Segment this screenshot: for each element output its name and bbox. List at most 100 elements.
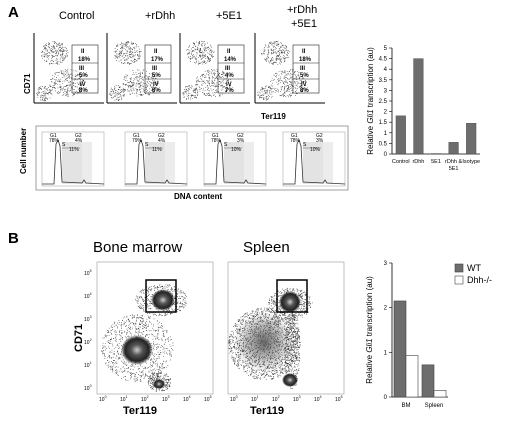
gate-percent: 4% — [225, 73, 234, 79]
tick-exponent: 0 — [105, 395, 107, 399]
population-density — [279, 291, 301, 313]
x-axis-label-dna-content: DNA content — [174, 192, 222, 201]
s-phase-region — [145, 142, 165, 184]
phase-label-g1: G1 — [133, 133, 140, 139]
y-axis-label-cd71-b: CD71 — [73, 324, 85, 352]
plot-frame — [96, 261, 214, 395]
y-tick-label: 0 — [384, 152, 388, 158]
category-label: Isotype — [462, 159, 480, 165]
scatter-events — [40, 40, 69, 65]
y-tick-label: 1 — [384, 131, 388, 137]
gate-name: III — [225, 66, 230, 72]
bar — [433, 389, 447, 398]
y-tick-label: 104 — [84, 292, 92, 300]
population-density — [234, 312, 294, 372]
panel-label-b: B — [8, 230, 19, 247]
gate-percent: 7% — [225, 88, 234, 94]
tick-exponent: 5 — [210, 395, 212, 399]
y-tick-label: 100 — [84, 384, 92, 392]
y-tick-label: 5 — [384, 46, 388, 52]
scatter-events — [109, 84, 125, 102]
phase-percent-s: 11% — [152, 147, 162, 153]
gate-percent: 14% — [224, 57, 237, 63]
tick-exponent: 1 — [257, 395, 259, 399]
x-tick-label: 100 — [99, 395, 107, 403]
population-density — [121, 335, 153, 365]
gate-percent: 8% — [152, 88, 161, 94]
tick-exponent: 3 — [168, 395, 170, 399]
panel-label-a: A — [8, 4, 19, 21]
gate-name: IV — [226, 82, 232, 88]
condition-title: +rDhh — [287, 4, 317, 16]
y-tick-label: 105 — [84, 269, 92, 277]
y-tick-label: 3 — [384, 88, 388, 94]
gate-box — [145, 279, 177, 313]
y-tick-label: 2.5 — [379, 99, 388, 105]
y-tick-label: 3 — [384, 261, 388, 267]
s-phase-region — [62, 142, 82, 184]
gate-name: II — [154, 49, 158, 55]
condition-titles: Control +rDhh +5E1 +rDhh +5E1 — [59, 4, 317, 30]
population-density — [151, 289, 175, 311]
phase-label-s: S — [224, 142, 228, 148]
tissue-title-spleen: Spleen — [243, 239, 290, 256]
x-axis-label-ter119: Ter119 — [261, 112, 286, 121]
gate-percent: 5% — [79, 73, 88, 79]
phase-percent-s: 10% — [231, 147, 242, 153]
bar — [393, 300, 407, 398]
tick-exponent: 2 — [147, 395, 149, 399]
scatter-events — [36, 86, 53, 102]
gate-name: III — [79, 66, 84, 72]
tick-exponent: 2 — [90, 338, 92, 342]
gli1-bar-chart-b: 0 1 2 3 BM Spleen WT Dhh-/- Relative Gli1 transc… — [365, 261, 492, 409]
scatter-events — [182, 84, 199, 100]
category-label: 5E1 — [431, 159, 441, 165]
x-axis-label-ter119-spleen: Ter119 — [250, 405, 284, 417]
gate-name: II — [302, 49, 306, 55]
gate-name: IV — [153, 82, 159, 88]
scatter-events — [257, 85, 274, 101]
g2-phase-region — [323, 142, 333, 184]
phase-label-g1: G1 — [291, 133, 298, 139]
y-axis-label-gli1: Relative Gli1 transcription (au) — [366, 47, 375, 155]
phase-label-s: S — [62, 142, 66, 148]
gate-box — [144, 44, 172, 94]
phase-label-g2: G2 — [75, 133, 82, 139]
x-tick-label: 104 — [314, 395, 322, 403]
gate-box — [276, 279, 308, 313]
gate-box — [292, 44, 320, 94]
s-phase-region — [303, 142, 323, 184]
legend-entry: Dhh-/- — [467, 275, 492, 285]
legend-swatch — [454, 263, 464, 273]
bar — [421, 364, 435, 398]
scatter-events — [261, 40, 290, 66]
gate-percent: 5% — [300, 73, 309, 79]
g2-phase-region — [82, 142, 92, 184]
dna-histogram-curve — [283, 138, 346, 185]
x-tick-label: 102 — [141, 395, 149, 403]
bar — [395, 115, 406, 155]
y-tick-label: 4.5 — [379, 57, 388, 63]
dna-histogram-curve — [125, 138, 188, 185]
y-axis-label-cell-number: Cell number — [19, 128, 28, 174]
y-tick-label: 2 — [384, 306, 388, 312]
category-label: rDhh — [412, 159, 424, 165]
tick-exponent: 0 — [90, 384, 92, 388]
condition-title: +5E1 — [216, 10, 242, 22]
y-tick-label: 4 — [384, 67, 388, 73]
gate-box — [71, 44, 99, 94]
g2-phase-region — [244, 142, 254, 184]
x-tick-label: 103 — [162, 395, 170, 403]
phase-percent-g2: 4% — [75, 138, 83, 144]
x-tick-label: 104 — [183, 395, 191, 403]
legend-entry: WT — [467, 263, 481, 273]
x-tick-label: 102 — [272, 395, 280, 403]
